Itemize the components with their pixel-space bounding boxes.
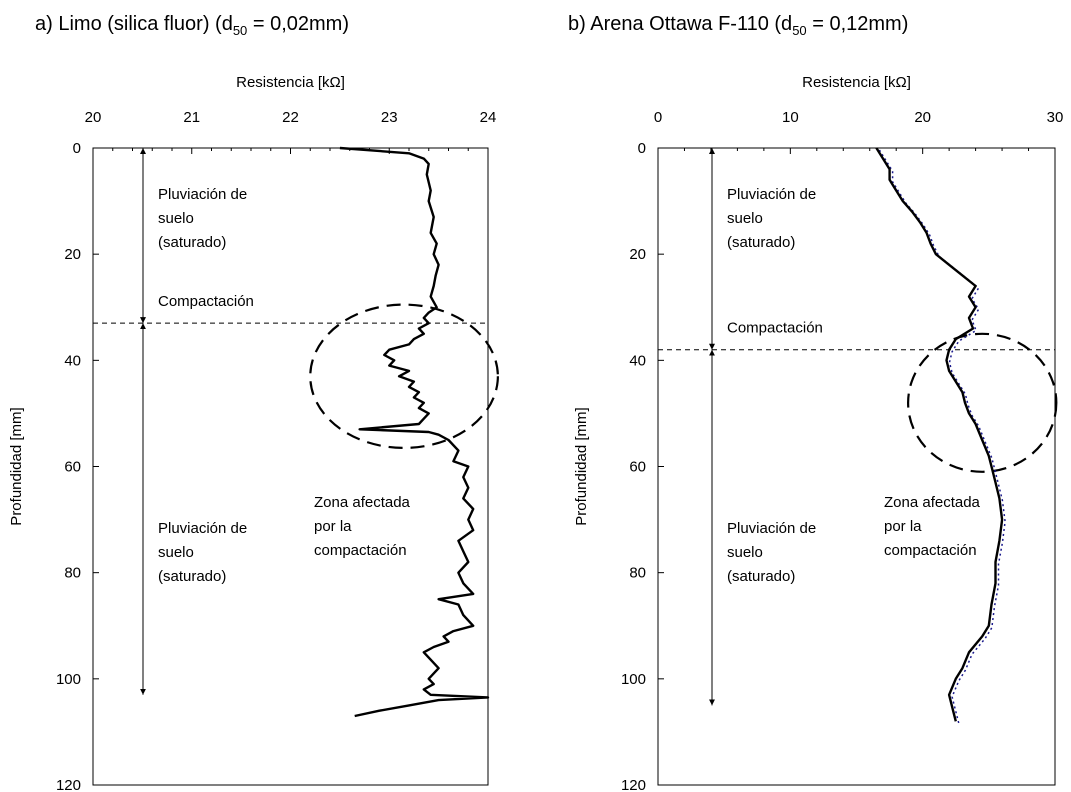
y-tick-label: 80 <box>629 565 646 582</box>
series-line <box>339 146 490 718</box>
chart-panel-b: b) Arena Ottawa F-110 (d50 = 0,12mm) Resi… <box>568 13 1063 792</box>
y-axis-title: Profundidad [mm] <box>573 407 590 525</box>
chart-title: b) Arena Ottawa F-110 (d50 = 0,12mm) <box>568 13 908 38</box>
y-tick-label: 120 <box>621 777 646 792</box>
affected-zone-label: compactación <box>314 542 407 559</box>
x-tick-label: 22 <box>282 109 299 126</box>
y-tick-label: 20 <box>64 246 81 263</box>
upper-zone-label: suelo <box>727 210 763 227</box>
compaction-label: Compactación <box>158 293 254 310</box>
affected-zone-label: compactación <box>884 542 977 559</box>
affected-zone-label: por la <box>314 518 352 535</box>
y-axis-title: Profundidad [mm] <box>8 407 25 525</box>
affected-zone-circle <box>309 303 499 450</box>
chart-title: a) Limo (silica fluor) (d50 = 0,02mm) <box>35 13 349 38</box>
lower-zone-label: Pluviación de <box>158 520 247 537</box>
x-tick-label: 20 <box>85 109 102 126</box>
lower-zone-label: suelo <box>158 544 194 561</box>
y-tick-label: 20 <box>629 246 646 263</box>
y-tick-label: 60 <box>629 459 646 476</box>
series-line-secondary <box>878 149 1006 724</box>
y-tick-label: 100 <box>621 671 646 688</box>
compaction-label: Compactación <box>727 320 823 337</box>
x-tick-label: 21 <box>183 109 200 126</box>
x-axis-title: Resistencia [kΩ] <box>236 74 345 91</box>
lower-zone-label: (saturado) <box>727 568 795 585</box>
upper-zone-label: suelo <box>158 210 194 227</box>
x-tick-label: 23 <box>381 109 398 126</box>
chart-panel-a: a) Limo (silica fluor) (d50 = 0,02mm) Res… <box>8 13 499 792</box>
y-tick-label: 120 <box>56 777 81 792</box>
lower-zone-label: suelo <box>727 544 763 561</box>
y-tick-label: 40 <box>629 352 646 369</box>
x-tick-label: 24 <box>480 109 497 126</box>
lower-zone-label: (saturado) <box>158 568 226 585</box>
x-tick-label: 30 <box>1047 109 1064 126</box>
series-line <box>875 147 1004 722</box>
lower-zone-label: Pluviación de <box>727 520 816 537</box>
affected-zone-label: Zona afectada <box>884 494 981 511</box>
x-axis-title: Resistencia [kΩ] <box>802 74 911 91</box>
y-tick-label: 0 <box>73 140 81 157</box>
y-tick-label: 0 <box>638 140 646 157</box>
x-tick-label: 0 <box>654 109 662 126</box>
x-tick-label: 10 <box>782 109 799 126</box>
y-tick-label: 40 <box>64 352 81 369</box>
y-tick-label: 60 <box>64 459 81 476</box>
plot-frame <box>92 147 489 786</box>
upper-zone-label: (saturado) <box>727 234 795 251</box>
affected-zone-label: por la <box>884 518 922 535</box>
affected-zone-label: Zona afectada <box>314 494 411 511</box>
affected-zone-circle <box>907 332 1058 473</box>
upper-zone-label: Pluviación de <box>158 186 247 203</box>
upper-zone-label: Pluviación de <box>727 186 816 203</box>
y-tick-label: 80 <box>64 565 81 582</box>
y-tick-label: 100 <box>56 671 81 688</box>
plot-frame <box>657 147 1056 786</box>
upper-zone-label: (saturado) <box>158 234 226 251</box>
x-tick-label: 20 <box>914 109 931 126</box>
